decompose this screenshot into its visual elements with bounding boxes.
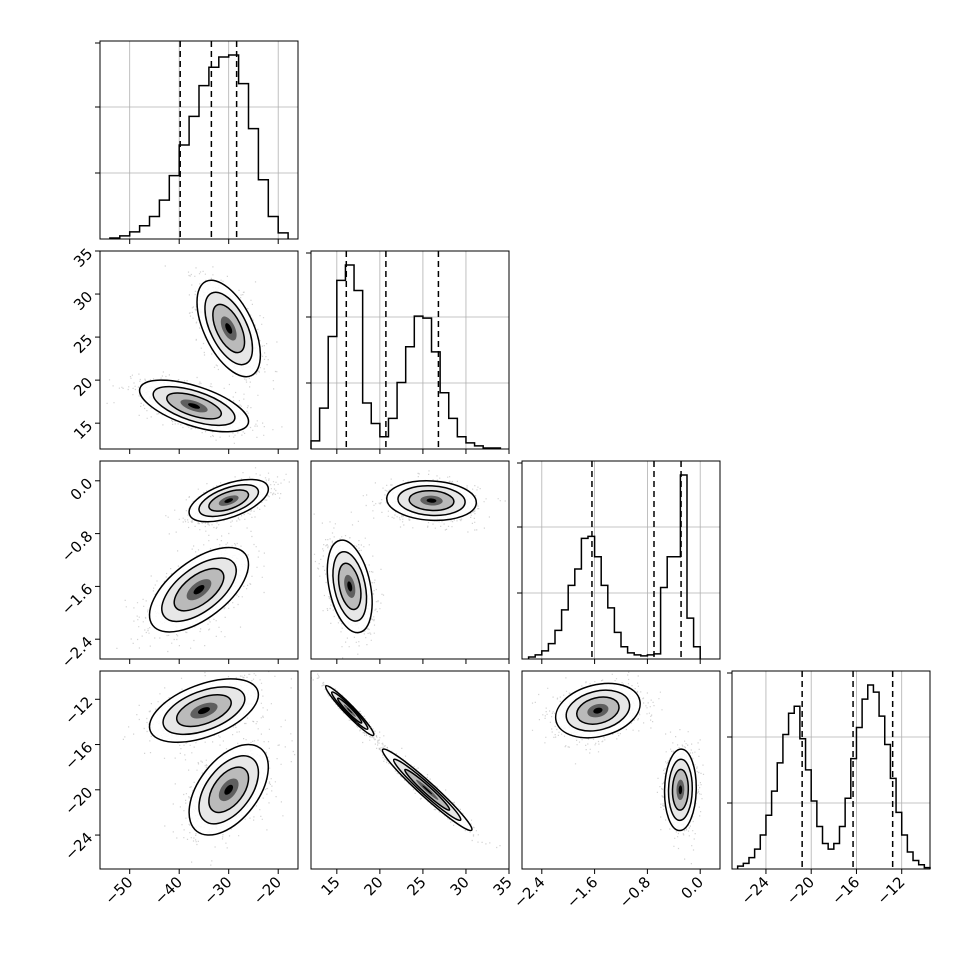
xtick-label-2-0: −2.4 <box>510 873 548 911</box>
ytick-label-1-3: 30 <box>70 288 96 314</box>
ytick-label-2-0: −2.4 <box>58 633 96 671</box>
hist-0-steps <box>109 54 289 239</box>
scatter-frame-0-3 <box>99 670 299 870</box>
xtick-label-0-3: −20 <box>250 873 285 908</box>
density-peak-0-3-1 <box>224 784 234 795</box>
density-peak-0-3-0 <box>197 707 210 715</box>
scatter-frame-2-3 <box>521 670 721 870</box>
scatter-panel-1-2 <box>310 460 510 660</box>
xtick-label-0-1: −40 <box>151 873 186 908</box>
histogram-layer <box>95 40 931 870</box>
ytick-label-1-4: 35 <box>70 245 96 271</box>
density-peak-0-1-1 <box>188 403 201 409</box>
xtick-label-2-2: −0.8 <box>616 873 654 911</box>
ytick-label-2-2: −0.8 <box>58 527 96 565</box>
xtick-label-1-3: 30 <box>447 873 473 899</box>
hist-0-frame <box>99 40 299 240</box>
xtick-label-0-0: −50 <box>101 873 136 908</box>
ytick-label-2-1: −1.6 <box>58 580 96 618</box>
ytick-label-3-3: −12 <box>61 693 96 728</box>
hist-2-frame <box>521 460 721 660</box>
ytick-label-3-2: −16 <box>61 738 96 773</box>
xtick-label-3-1: −20 <box>783 873 818 908</box>
hist-panel-3 <box>727 670 931 870</box>
density-peak-2-3-1 <box>678 785 683 795</box>
density-peak-0-2-1 <box>193 585 205 595</box>
scatter-frame-0-1 <box>99 250 299 450</box>
xtick-label-3-3: −12 <box>873 873 908 908</box>
ytick-label-3-0: −24 <box>61 829 96 864</box>
density-peak-1-2-0 <box>426 498 437 503</box>
xtick-label-0-2: −30 <box>200 873 235 908</box>
scatter-frame-1-3 <box>310 670 510 870</box>
scatter-panel-1-3 <box>310 670 510 870</box>
density-peak-2-3-0 <box>593 707 603 714</box>
xtick-label-3-2: −16 <box>828 873 863 908</box>
xtick-label-2-3: 0.0 <box>677 873 707 903</box>
xtick-label-1-4: 35 <box>490 873 516 899</box>
ytick-label-2-3: 0.0 <box>67 474 97 504</box>
hist-panel-2 <box>517 460 721 660</box>
xtick-label-1-2: 25 <box>404 873 430 899</box>
scatter-panel-2-3 <box>521 670 721 870</box>
hist-panel-0 <box>95 40 299 240</box>
scatter-panel-0-1 <box>99 250 299 450</box>
density-peak-0-2-0 <box>224 498 234 503</box>
hist-3-frame <box>731 670 931 870</box>
scatter-frame-0-2 <box>99 460 299 660</box>
ytick-label-1-0: 15 <box>70 417 96 443</box>
density-peak-1-3-1 <box>422 785 433 795</box>
scatter-points-0-1-1 <box>106 371 283 444</box>
hist-2-steps <box>527 474 701 659</box>
hist-1-steps <box>310 264 502 449</box>
hist-panel-1 <box>306 250 510 450</box>
ytick-label-1-1: 20 <box>70 374 96 400</box>
scatter-panel-0-3 <box>99 670 299 870</box>
xtick-label-3-0: −24 <box>738 873 773 908</box>
density-peak-0-1-0 <box>225 323 233 334</box>
xtick-label-2-1: −1.6 <box>563 873 601 911</box>
scatter-panel-0-2 <box>99 460 299 660</box>
ytick-label-1-2: 25 <box>70 331 96 357</box>
ytick-label-3-1: −20 <box>61 783 96 818</box>
scatter-frame-1-2 <box>310 460 510 660</box>
hist-1-frame <box>310 250 510 450</box>
scatter-layer <box>99 250 721 870</box>
xtick-label-1-0: 15 <box>317 873 343 899</box>
density-peak-1-2-1 <box>347 581 353 592</box>
hist-3-steps <box>736 684 931 869</box>
xtick-label-1-1: 20 <box>360 873 386 899</box>
density-peak-1-3-0 <box>347 707 353 714</box>
